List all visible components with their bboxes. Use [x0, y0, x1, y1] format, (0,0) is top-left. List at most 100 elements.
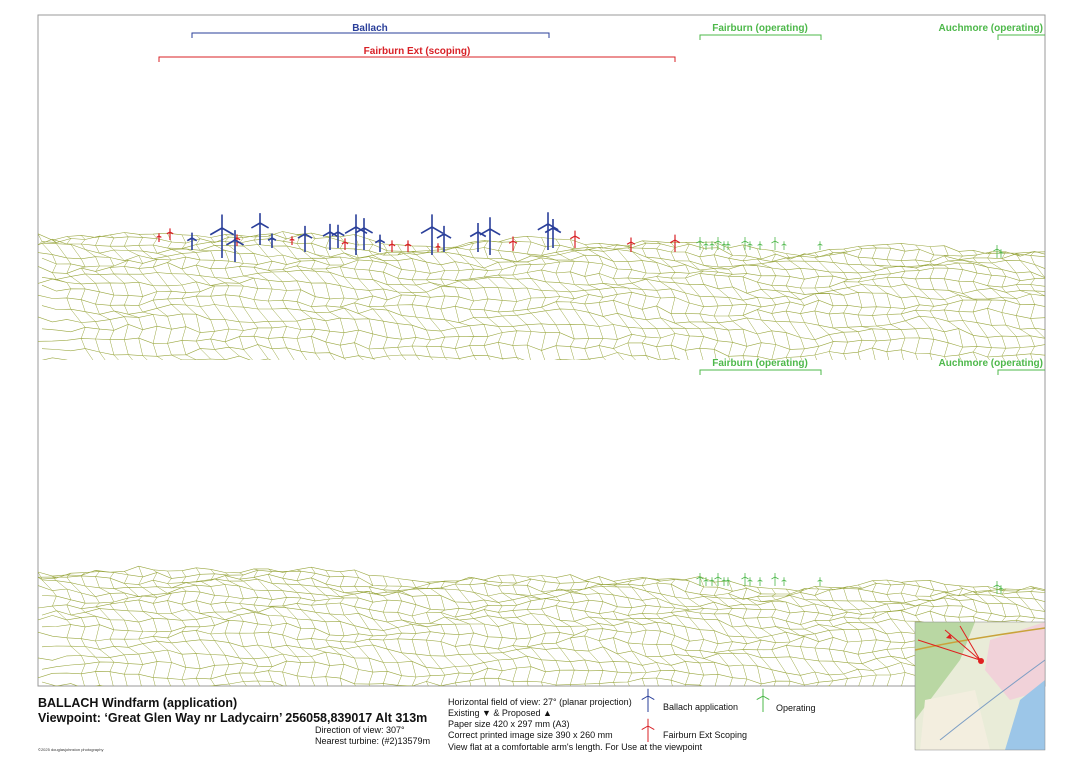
turbine — [817, 577, 823, 586]
terrain-line — [123, 571, 172, 686]
terrain-line — [584, 580, 633, 686]
turbine — [289, 236, 295, 245]
legend-icons — [641, 688, 770, 742]
terrain-line — [124, 232, 183, 360]
turbine — [267, 233, 277, 248]
terrain-line — [80, 235, 133, 360]
terrain-line — [555, 238, 606, 360]
terrain-line — [886, 244, 935, 360]
terrain-line — [843, 586, 892, 686]
map-frame — [914, 621, 1046, 751]
turbine — [641, 718, 655, 742]
turbine — [747, 577, 753, 586]
terrain-line — [411, 245, 461, 360]
terrain-line — [972, 250, 1021, 360]
terrain-line — [958, 251, 1007, 360]
terrain-line — [612, 581, 661, 686]
turbine — [781, 241, 787, 250]
turbine — [696, 572, 704, 586]
turbine — [341, 238, 349, 250]
turbine — [714, 236, 722, 250]
terrain-line — [253, 568, 302, 686]
turbine — [186, 232, 198, 250]
turbine — [993, 244, 1001, 258]
terrain-line — [138, 566, 187, 686]
terrain-line — [209, 237, 269, 360]
terrain-line — [195, 567, 247, 686]
terrain-line — [800, 588, 848, 686]
terrain-line — [1044, 589, 1045, 672]
terrain-line — [742, 244, 791, 360]
terrain-line — [814, 586, 863, 686]
terrain-line — [440, 247, 491, 360]
terrain-line — [785, 588, 834, 686]
terrain-line — [1001, 251, 1045, 357]
terrain-line — [167, 233, 226, 360]
terrain-line — [670, 578, 719, 686]
terrain-line — [368, 575, 417, 686]
terrain-wireframe — [38, 231, 1045, 360]
terrain-line — [253, 234, 307, 360]
terrain-line — [181, 234, 240, 357]
terrain-line — [483, 240, 532, 360]
terrain-line — [109, 234, 164, 360]
terrain-line — [584, 244, 636, 360]
terrain-line — [541, 575, 589, 686]
turbine — [469, 223, 487, 252]
terrain-line — [526, 576, 575, 686]
turbine — [725, 241, 731, 250]
terrain-line — [238, 572, 287, 686]
terrain-line — [267, 568, 316, 686]
terrain-line — [311, 567, 359, 686]
turbine — [344, 214, 368, 255]
terrain-line — [339, 236, 391, 360]
label-fairburn: Fairburn (operating) — [712, 23, 808, 34]
terrain-line — [756, 587, 805, 686]
terrain-line — [426, 246, 477, 360]
terrain-line — [641, 240, 690, 360]
terrain-line — [296, 569, 345, 686]
terrain-line — [239, 235, 295, 360]
turbine — [322, 223, 338, 250]
terrain-line — [195, 235, 253, 360]
turbine — [725, 577, 731, 586]
legend-label: Ballach application — [663, 702, 738, 712]
turbine — [756, 688, 770, 712]
terrain-line — [41, 344, 978, 360]
terrain-line — [771, 588, 820, 686]
terrain-line — [454, 246, 504, 360]
terrain-line — [497, 575, 546, 686]
terrain-line — [612, 244, 661, 360]
terrain-line — [943, 245, 992, 360]
terrain-line — [66, 572, 115, 686]
terrain-line — [41, 355, 272, 360]
terrain-line — [66, 236, 119, 360]
turbine — [436, 225, 452, 252]
terrain-line — [224, 572, 276, 686]
terrain-line — [857, 246, 906, 360]
info-line: Paper size 420 x 297 mm (A3) — [448, 719, 570, 729]
terrain-line — [498, 241, 546, 360]
turbine — [696, 236, 704, 250]
terrain-line — [828, 587, 877, 686]
turbine — [709, 241, 715, 250]
turbine — [435, 243, 441, 252]
terrain-line — [526, 236, 575, 360]
terrain-line — [685, 579, 733, 686]
turbine — [537, 212, 559, 250]
info-line: View flat at a comfortable arm's length.… — [448, 742, 703, 752]
turbines — [156, 212, 1004, 594]
turbine — [250, 213, 270, 245]
terrain-line — [512, 237, 562, 360]
terrain-line — [210, 569, 261, 686]
terrain-line — [656, 579, 704, 686]
terrain-line — [742, 585, 791, 686]
terrain-line — [397, 244, 448, 360]
terrain-line — [38, 233, 94, 360]
turbine — [420, 214, 444, 255]
footer-viewpoint: Viewpoint: ‘Great Glen Way nr Ladycairn’… — [38, 711, 427, 725]
terrain-line — [411, 580, 460, 686]
turbine — [374, 234, 386, 252]
turbine — [404, 240, 412, 252]
